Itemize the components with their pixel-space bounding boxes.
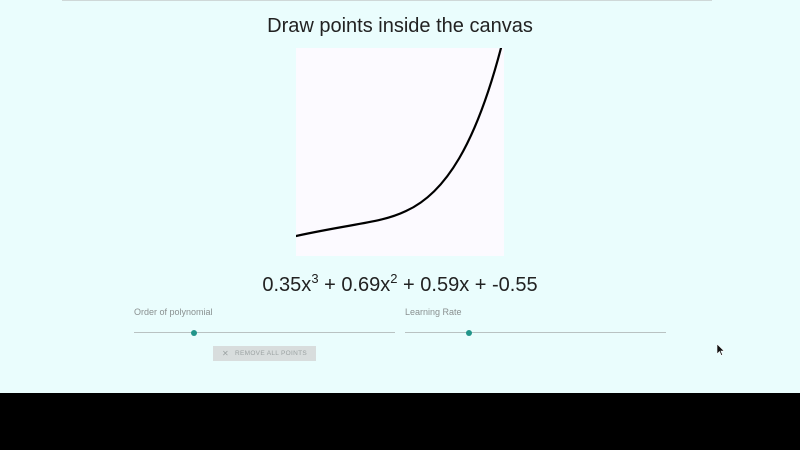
term-cubic: 0.35x — [262, 274, 312, 296]
order-slider-thumb[interactable] — [191, 330, 198, 336]
app-root: Draw points inside the canvas 0.35x3 + 0… — [0, 0, 800, 393]
drawing-canvas[interactable] — [296, 48, 504, 256]
polynomial-equation: 0.35x3 + 0.69x2 + 0.59x + -0.55 — [0, 271, 800, 297]
exponent-2: 2 — [390, 271, 398, 286]
close-icon: ✕ — [221, 349, 229, 358]
exponent-3: 3 — [311, 271, 319, 286]
mouse-cursor-icon — [717, 344, 725, 356]
learning-rate-slider-thumb[interactable] — [465, 330, 472, 336]
order-slider-track[interactable] — [134, 332, 395, 333]
divider — [62, 0, 712, 1]
term-quadratic: + 0.69x — [318, 274, 391, 296]
term-linear-constant: + 0.59x + -0.55 — [397, 274, 538, 296]
curve-plot — [296, 48, 503, 238]
learning-rate-slider-label: Learning Rate — [405, 307, 462, 317]
learning-rate-slider-track[interactable] — [405, 332, 666, 333]
learning-rate-slider[interactable] — [405, 327, 666, 339]
order-slider[interactable] — [134, 327, 395, 339]
remove-all-points-label: REMOVE ALL POINTS — [234, 350, 308, 357]
remove-all-points-button[interactable]: ✕ REMOVE ALL POINTS — [213, 346, 316, 361]
page-title: Draw points inside the canvas — [267, 15, 533, 37]
order-slider-label: Order of polynomial — [134, 307, 213, 317]
polynomial-curve — [296, 48, 503, 238]
